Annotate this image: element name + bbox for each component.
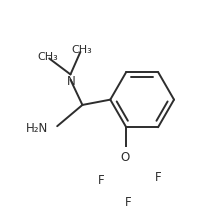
Text: CH₃: CH₃: [71, 45, 92, 55]
Text: N: N: [67, 75, 76, 88]
Text: CH₃: CH₃: [37, 52, 58, 62]
Text: F: F: [125, 196, 132, 209]
Text: O: O: [120, 151, 130, 164]
Text: H₂N: H₂N: [26, 122, 49, 135]
Text: F: F: [98, 175, 104, 187]
Text: F: F: [155, 171, 162, 184]
